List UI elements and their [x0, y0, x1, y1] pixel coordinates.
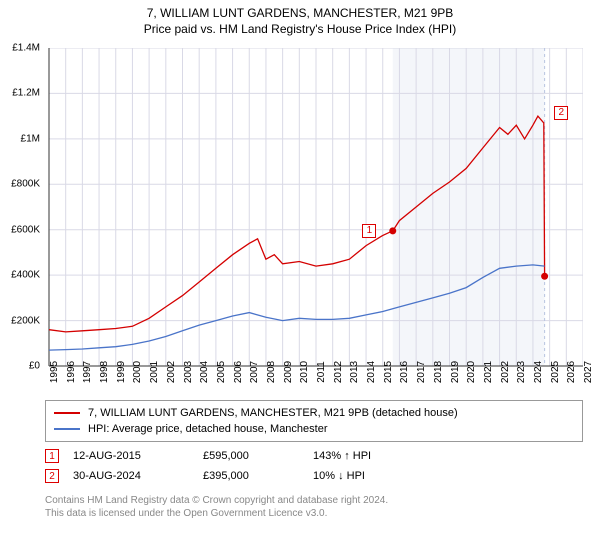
- legend: 7, WILLIAM LUNT GARDENS, MANCHESTER, M21…: [45, 400, 583, 442]
- marker-table: 1 12-AUG-2015£595,000143% ↑ HPI 2 30-AUG-20…: [45, 446, 583, 486]
- marker-price: £395,000: [203, 470, 313, 482]
- marker-row: 2 30-AUG-2024£395,00010% ↓ HPI: [45, 466, 583, 486]
- y-axis-tick-label: £1.4M: [0, 43, 40, 54]
- chart-title: 7, WILLIAM LUNT GARDENS, MANCHESTER, M21…: [0, 6, 600, 20]
- marker-pct: 10% ↓ HPI: [313, 470, 423, 482]
- y-axis-tick-label: £600K: [0, 224, 40, 235]
- x-axis-tick-label: 2027: [583, 361, 600, 383]
- chart-marker-badge: 2: [554, 106, 568, 120]
- legend-item: 7, WILLIAM LUNT GARDENS, MANCHESTER, M21…: [54, 405, 574, 421]
- marker-date: 30-AUG-2024: [73, 470, 203, 482]
- chart-titles: 7, WILLIAM LUNT GARDENS, MANCHESTER, M21…: [0, 0, 600, 36]
- marker-badge-icon: 1: [45, 449, 59, 463]
- y-axis-tick-label: £800K: [0, 179, 40, 190]
- legend-swatch: [54, 428, 80, 430]
- y-axis-tick-label: £1.2M: [0, 88, 40, 99]
- chart-marker-badge: 1: [362, 224, 376, 238]
- y-axis-tick-label: £1M: [0, 133, 40, 144]
- footer-line: Contains HM Land Registry data © Crown c…: [45, 494, 583, 507]
- footer-attribution: Contains HM Land Registry data © Crown c…: [45, 494, 583, 520]
- chart-svg: [45, 48, 583, 390]
- legend-swatch: [54, 412, 80, 414]
- marker-price: £595,000: [203, 450, 313, 462]
- marker-badge-icon: 2: [45, 469, 59, 483]
- y-axis-tick-label: £400K: [0, 270, 40, 281]
- marker-pct: 143% ↑ HPI: [313, 450, 423, 462]
- marker-date: 12-AUG-2015: [73, 450, 203, 462]
- legend-label: HPI: Average price, detached house, Manc…: [88, 423, 328, 435]
- legend-label: 7, WILLIAM LUNT GARDENS, MANCHESTER, M21…: [88, 407, 458, 419]
- y-axis-tick-label: £0: [0, 361, 40, 372]
- chart-plot-area: 12£0£200K£400K£600K£800K£1M£1.2M£1.4M199…: [45, 48, 583, 390]
- legend-item: HPI: Average price, detached house, Manc…: [54, 421, 574, 437]
- marker-row: 1 12-AUG-2015£595,000143% ↑ HPI: [45, 446, 583, 466]
- chart-subtitle: Price paid vs. HM Land Registry's House …: [0, 22, 600, 36]
- footer-line: This data is licensed under the Open Gov…: [45, 507, 583, 520]
- y-axis-tick-label: £200K: [0, 315, 40, 326]
